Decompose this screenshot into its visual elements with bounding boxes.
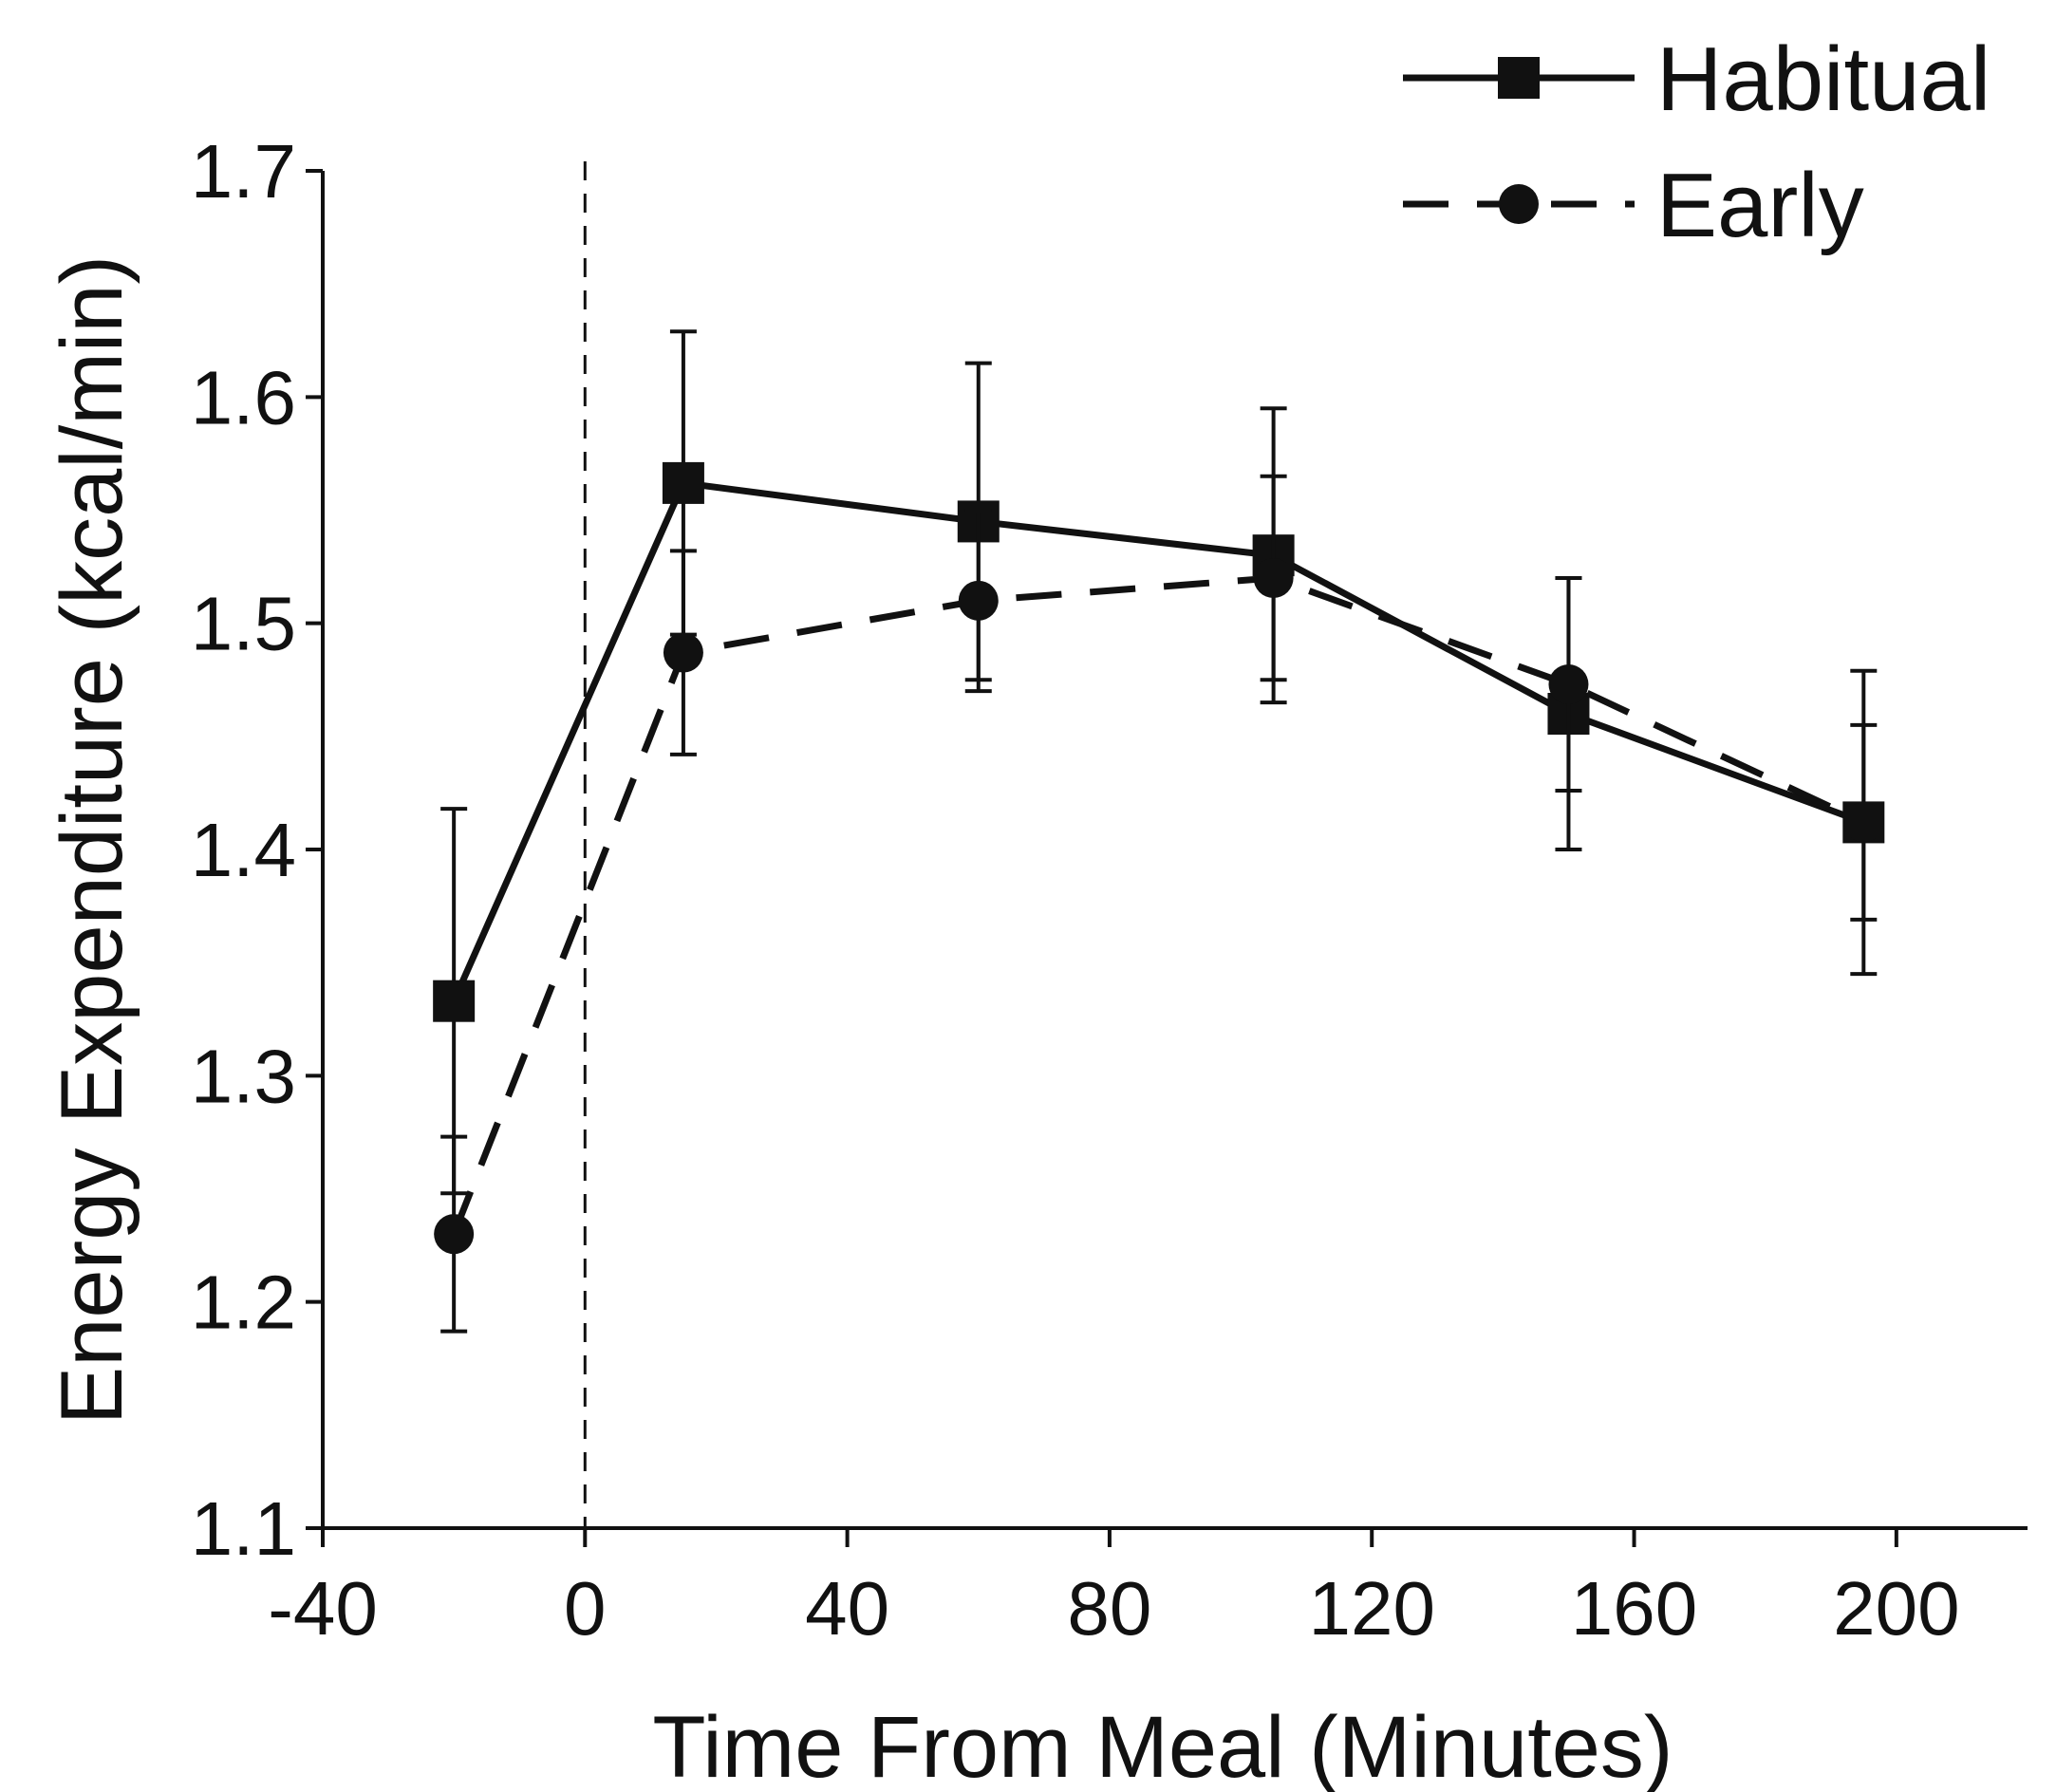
y-tick-label: 1.6 — [191, 355, 296, 439]
y-tick-label: 1.7 — [191, 129, 296, 214]
y-tick-label: 1.2 — [191, 1260, 296, 1345]
x-tick-label: 80 — [1067, 1566, 1151, 1651]
legend-marker-habitual — [1498, 57, 1540, 99]
data-point-early — [958, 580, 999, 621]
data-point-early — [663, 632, 703, 673]
data-point-early — [1843, 802, 1884, 843]
data-point-early — [1548, 664, 1589, 705]
y-tick-label: 1.3 — [191, 1034, 296, 1118]
legend-label-habitual: Habitual — [1656, 28, 1991, 130]
legend: Habitual Early — [1403, 28, 1991, 256]
legend-label-early: Early — [1656, 155, 1864, 256]
x-tick-label: 120 — [1308, 1566, 1434, 1651]
x-tick-label: -40 — [268, 1566, 378, 1651]
x-tick-label: 0 — [564, 1566, 607, 1651]
legend-marker-early — [1499, 184, 1539, 224]
data-point-habitual — [662, 461, 704, 504]
series-line-habitual — [450, 479, 1865, 1003]
y-axis-title: Energy Expenditure (kcal/min) — [44, 255, 140, 1425]
series-line-early — [450, 574, 1865, 1236]
y-tick-label: 1.5 — [191, 582, 296, 666]
data-point-early — [1253, 558, 1294, 598]
x-axis-title: Time From Meal (Minutes) — [652, 1699, 1673, 1792]
data-point-habitual — [433, 980, 476, 1022]
data-point-early — [434, 1214, 475, 1255]
y-tick-label: 1.4 — [191, 808, 296, 892]
x-tick-label: 160 — [1571, 1566, 1697, 1651]
x-tick-label: 40 — [805, 1566, 889, 1651]
series-early — [434, 474, 1884, 1334]
x-tick-label: 200 — [1833, 1566, 1959, 1651]
y-tick-label: 1.1 — [191, 1486, 296, 1571]
